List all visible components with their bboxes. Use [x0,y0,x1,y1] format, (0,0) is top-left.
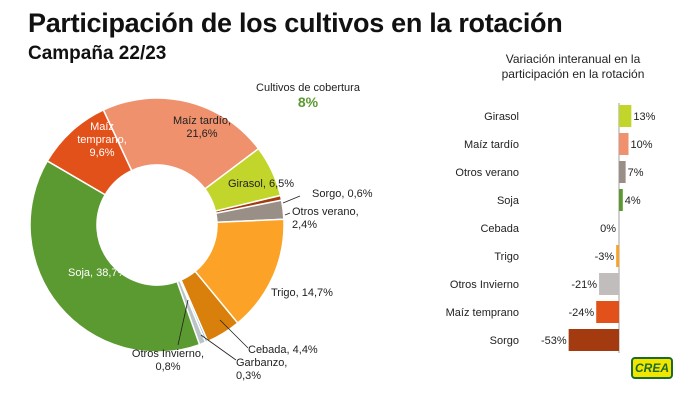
bar-category-sorgo: Sorgo [490,335,519,347]
bar-value-otros-invierno: -21% [571,279,597,291]
leader-line-otros-invierno [177,299,189,346]
bar-category-maiz-tardio: Maíz tardío [464,139,519,151]
pie-value-maiz-tardio: 21,6% [186,128,217,140]
leader-line-sorgo [282,195,301,204]
bar-value-girasol: 13% [633,111,655,123]
pie-label-sorgo: Sorgo, 0,6% [312,188,373,200]
pie-label-otros-invierno: Otros Invierno, [132,348,204,360]
cover-crops-label: Cultivos de cobertura [256,82,361,94]
leader-line-otros-verano [284,212,291,216]
pie-label-cebada: Cebada, 4,4% [248,344,318,356]
bar-category-soja: Soja [497,195,520,207]
bar-chart-title: Variación interanual en la participación… [501,52,645,81]
bar-category-girasol: Girasol [484,111,519,123]
bar-category-maiz-temprano: Maíz temprano [446,307,519,319]
bar-value-sorgo: -53% [541,335,567,347]
bar-value-otros-verano: 7% [628,167,644,179]
leader-line-garbanzo [200,334,237,361]
pie-label-otros-verano: Otros verano, [292,206,359,218]
chart-subtitle: Campaña 22/23 [28,43,167,64]
bar-category-otros-invierno: Otros Invierno [450,279,519,291]
pie-label-soja: Soja, 38,7% [68,267,128,279]
crea-logo: CREA [631,357,673,379]
bar-soja [619,189,623,211]
bar-trigo [616,245,619,267]
pie-label-girasol: Girasol, 6,5% [228,178,294,190]
bar-category-trigo: Trigo [494,251,519,263]
pie-label-trigo: Trigo, 14,7% [271,287,333,299]
bar-value-cebada: 0% [600,223,616,235]
pie-value-maiz-temprano: 9,6% [89,147,114,159]
pie-value-otros-verano: 2,4% [292,219,317,231]
bar-girasol [619,105,632,127]
bar-category-cebada: Cebada [480,223,519,235]
chart-title: Participación de los cultivos en la rota… [28,8,563,38]
cover-crops-value: 8% [298,94,319,110]
pie-label-garbanzo: Garbanzo, [236,357,287,369]
bar-maiz-tardio [619,133,629,155]
pie-slice-maiz-temprano [46,108,133,196]
bar-category-otros-verano: Otros verano [455,167,519,179]
pie-label-maiz-tardio: Maíz tardío, [173,115,231,127]
bar-maiz-temprano [596,301,619,323]
pie-value-garbanzo: 0,3% [236,370,261,382]
leader-line-cebada [219,319,249,349]
bar-otros-verano [619,161,626,183]
bar-value-maiz-tardio: 10% [631,139,653,151]
pie-slice-soja [29,159,201,353]
pie-label-maiz-temprano: Maíz temprano, [77,121,127,146]
bar-otros-invierno [599,273,619,295]
bar-value-maiz-temprano: -24% [569,307,595,319]
bar-sorgo [568,329,619,351]
pie-value-otros-invierno: 0,8% [155,361,180,373]
bar-value-soja: 4% [625,195,641,207]
pie-slice-maiz-tardio [102,97,260,191]
bar-value-trigo: -3% [595,251,615,263]
